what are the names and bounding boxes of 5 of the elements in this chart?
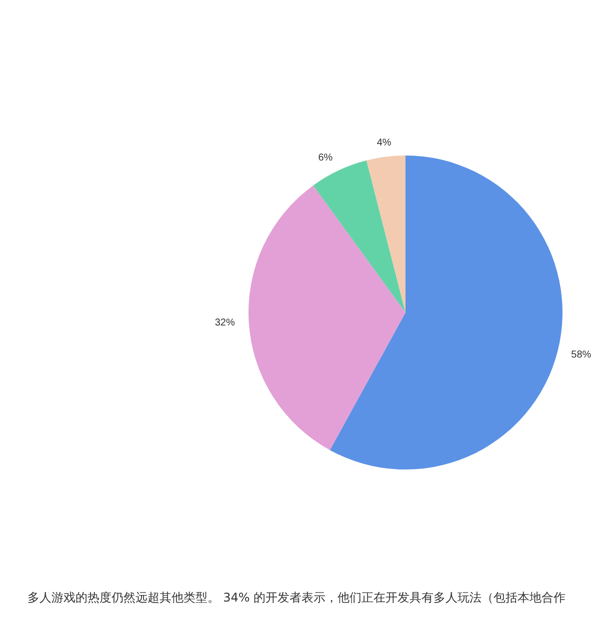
data-label: 6% [318, 152, 333, 164]
data-label: 4% [376, 137, 392, 148]
text: 多人游戏的热度仍然远超其他类型。 34% 的开发者表示，他们正在开发具有多人玩法（包括本地合作 [27, 590, 566, 604]
data-label: 32% [214, 318, 235, 329]
data-label: 58% [571, 350, 592, 361]
